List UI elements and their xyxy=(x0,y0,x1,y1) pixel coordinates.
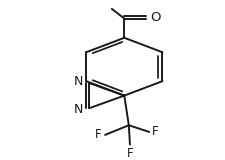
Text: N: N xyxy=(73,75,83,88)
Text: F: F xyxy=(126,147,133,160)
Text: F: F xyxy=(95,128,101,141)
Text: O: O xyxy=(149,11,160,24)
Text: F: F xyxy=(151,125,157,138)
Text: N: N xyxy=(73,104,83,116)
